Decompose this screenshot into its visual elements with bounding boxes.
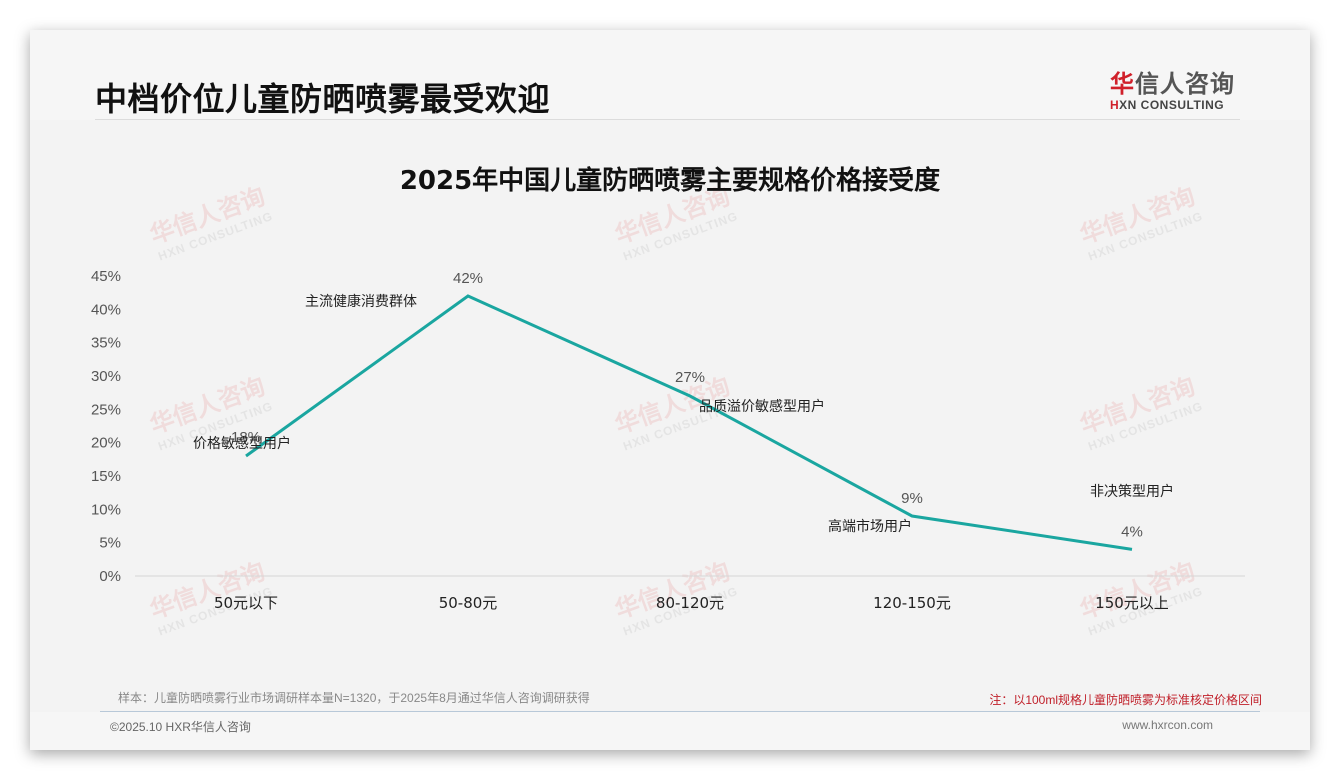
- segment-annotation: 非决策型用户: [1090, 483, 1174, 500]
- value-label: 4%: [1121, 523, 1143, 540]
- x-tick-label: 50-80元: [439, 594, 498, 612]
- y-tick-label: 20%: [91, 435, 121, 452]
- header-band: [30, 30, 1310, 120]
- logo-en: HXN CONSULTING: [1110, 98, 1245, 112]
- y-tick-label: 40%: [91, 301, 121, 318]
- page-title: 中档价位儿童防晒喷雾最受欢迎: [95, 80, 551, 118]
- logo-cn-text: 信人咨询: [1135, 70, 1235, 98]
- segment-annotation: 品质溢价敏感型用户: [699, 398, 825, 415]
- x-tick-label: 120-150元: [873, 594, 951, 612]
- website: www.hxrcon.com: [1122, 718, 1213, 732]
- x-tick-label: 80-120元: [656, 594, 724, 612]
- logo-en-text: XN CONSULTING: [1119, 98, 1225, 112]
- y-tick-label: 25%: [91, 401, 121, 418]
- value-label: 9%: [901, 490, 923, 507]
- x-tick-label: 150元以上: [1095, 594, 1169, 612]
- y-tick-label: 10%: [91, 501, 121, 518]
- line-chart: 0% 5% 10% 15% 20% 25% 30% 35% 40% 45% 50元以下 50-80元 8…: [91, 268, 1245, 612]
- value-label: 27%: [675, 369, 705, 386]
- segment-annotation: 价格敏感型用户: [193, 435, 291, 452]
- logo-cn: 华信人咨询: [1110, 64, 1245, 99]
- value-label: 18%: [231, 429, 261, 446]
- y-tick-label: 0%: [99, 568, 121, 585]
- logo-cn-accent: 华: [1110, 70, 1135, 98]
- value-label: 42%: [453, 270, 483, 287]
- copyright: ©2025.10 HXR华信人咨询: [110, 720, 251, 734]
- y-tick-label: 35%: [91, 335, 121, 352]
- y-tick-label: 5%: [99, 535, 121, 552]
- segment-annotation: 主流健康消费群体: [305, 293, 417, 310]
- segment-annotation: 高端市场用户: [828, 518, 912, 535]
- footer-band: [30, 712, 1310, 750]
- y-tick-label: 45%: [91, 268, 121, 285]
- slide: 中档价位儿童防晒喷雾最受欢迎 华信人咨询 HXN CONSULTING 华信人咨…: [30, 30, 1310, 750]
- chart-title: 2025年中国儿童防晒喷雾主要规格价格接受度: [399, 166, 941, 196]
- sample-note: 样本：儿童防晒喷雾行业市场调研样本量N=1320，于2025年8月通过华信人咨询…: [118, 691, 590, 705]
- y-tick-label: 15%: [91, 468, 121, 485]
- company-logo: 华信人咨询 HXN CONSULTING: [1110, 64, 1245, 112]
- header-divider: [95, 119, 1240, 120]
- footer-divider: [100, 711, 1260, 712]
- x-tick-label: 50元以下: [214, 594, 278, 612]
- price-note: 注：以100ml规格儿童防晒喷雾为标准核定价格区间: [989, 693, 1262, 707]
- y-tick-label: 30%: [91, 368, 121, 385]
- logo-en-accent: H: [1110, 98, 1120, 112]
- data-line: [245, 294, 1133, 551]
